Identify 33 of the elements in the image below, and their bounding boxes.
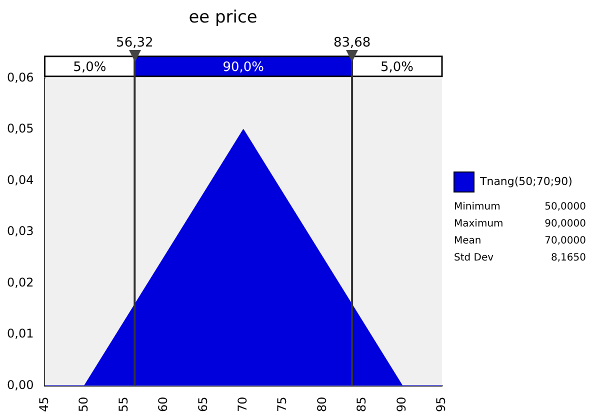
text: 90,0%: [222, 60, 264, 75]
x-tick-label: 75: [275, 396, 290, 412]
y-tick-label: 0,02: [7, 275, 34, 290]
y-tick-label: 0,01: [7, 326, 34, 341]
y-tick-label: 0,00: [7, 378, 34, 392]
text: 90,0000: [544, 218, 586, 230]
y-tick-label: 0,03: [7, 224, 34, 238]
text: Maximum: [454, 218, 504, 230]
text: 70,0000: [544, 236, 586, 247]
x-tick-label: 50: [76, 396, 91, 412]
x-tick-label: 80: [314, 396, 329, 412]
x-tick-label: 45: [36, 396, 51, 412]
text: Mean: [454, 236, 482, 247]
x-tick-label: 90: [394, 396, 408, 412]
text: 8,1650: [551, 252, 586, 264]
text: 5,0%: [380, 60, 414, 75]
x-tick-label: 70: [235, 396, 250, 412]
y-tick-label: 0,06: [7, 70, 34, 85]
chart-title: ee price: [188, 8, 258, 28]
text: 5,0%: [73, 60, 106, 75]
legend-label: Tnang(50;70;90): [479, 174, 572, 188]
x-tick-label: 65: [196, 396, 210, 412]
x-tick-label: 95: [434, 396, 448, 412]
text: Minimum: [454, 202, 500, 213]
ref-line-label: 83,68: [333, 35, 371, 50]
x-tick-label: 55: [116, 396, 130, 412]
y-tick-label: 0,05: [7, 122, 34, 136]
y-tick-label: 0,04: [7, 172, 34, 187]
ref-line-label: 56,32: [116, 35, 154, 50]
text: Std Dev: [454, 252, 494, 264]
text: 50,0000: [544, 202, 586, 213]
x-tick-label: 85: [354, 396, 369, 412]
x-tick-label: 60: [156, 396, 170, 412]
